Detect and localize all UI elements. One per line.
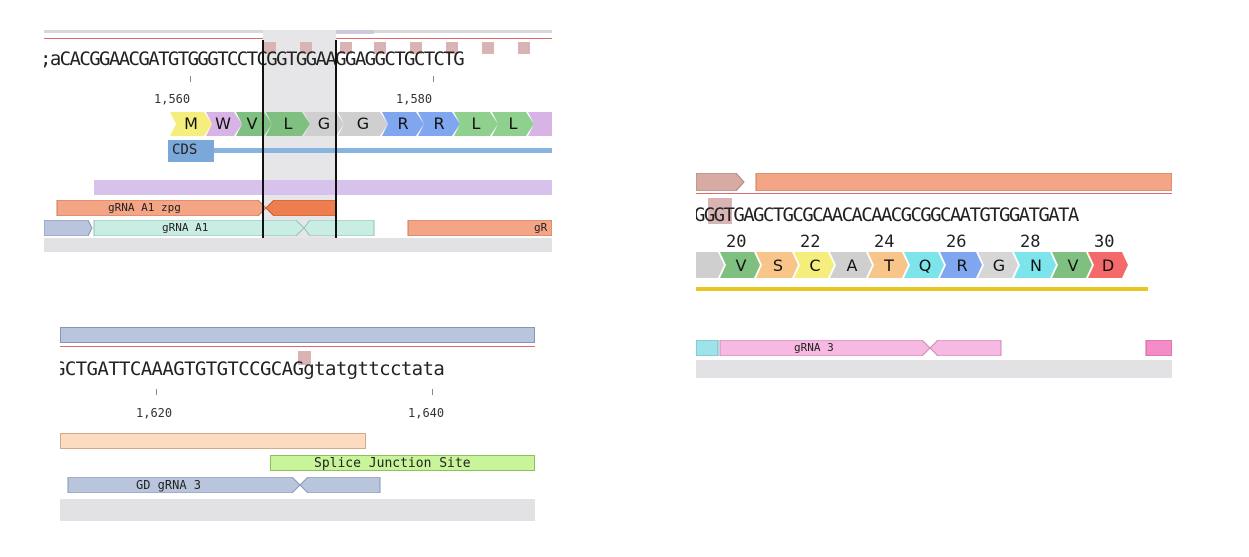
aa-letter: L [471,114,481,133]
grna-3-label: gRNA 3 [794,341,834,354]
mismatch-mark [298,351,311,365]
grna-3-track[interactable] [696,340,1172,356]
feature-bar-lavender[interactable] [94,180,552,195]
grna-a1-zpg-label: gRNA A1 zpg [108,201,181,214]
top-feature-track[interactable] [696,173,1172,191]
aa-letter: S [772,256,784,275]
mismatch-mark [518,42,530,54]
cds-label: CDS [172,142,198,158]
feature-bar-peach[interactable] [60,433,366,449]
ruler-label: 1,620 [136,406,173,420]
aa-chevron [382,112,424,136]
splice-junction-site-label: Splice Junction Site [314,456,471,471]
translation-track[interactable] [44,112,552,136]
ruler-label: 1,640 [408,406,445,420]
aa-letter: C [809,256,821,275]
mismatch-mark [340,42,352,54]
cds-label-box[interactable] [168,140,214,162]
aa-letter: G [992,256,1006,275]
aa-letter: Q [918,256,932,275]
aa-chevron [206,112,242,136]
aa-letter: R [956,256,968,275]
mismatch-mark [300,42,312,54]
cds-line[interactable] [214,148,552,153]
grna-a1-label: gRNA A1 [162,221,209,234]
scroll-strip[interactable] [696,360,1172,378]
dna-sequence[interactable]: ;aCACGGAACGATGTGGGTCCTCGGTGGAAGGAGGCTGCT… [44,48,465,70]
panel-2: GGGTGAGCTGCGCAACACAACGCGGCAATGTGGATGATA … [696,170,1172,378]
gd-grna-3-label: GD gRNA 3 [136,478,202,492]
mismatch-mark [264,42,276,54]
aa-chevron [528,112,552,136]
aa-letter: R [397,114,409,133]
aa-letter: G [356,114,370,133]
aa-letter: W [215,114,231,133]
aa-chevron [170,112,212,136]
splice-junction-site-bar[interactable] [270,455,535,471]
aa-letter: M [184,114,198,133]
selection-start-line[interactable] [262,40,264,238]
scroll-strip[interactable] [44,238,552,252]
aa-letter: V [1067,256,1079,275]
sequence-line [60,346,535,347]
codon-number: 30 [1094,232,1115,252]
aa-letter: A [846,256,858,275]
aa-letter: V [735,256,747,275]
scroll-strip[interactable] [60,499,535,521]
mismatch-mark [374,42,386,54]
sequence-line [696,193,1172,194]
aa-chevron [418,112,460,136]
panel-1: ;aCACGGAACGATGTGGGTCCTCGGTGGAAGGAGGCTGCT… [44,30,552,252]
mismatch-mark [708,198,732,224]
codon-number: 22 [800,232,821,252]
aa-chevron [338,112,388,136]
dna-sequence[interactable]: GCTGATTCAAAGTGTGTCCGCAGgtatgttcctata [60,358,445,380]
aa-letter: D [1101,256,1115,275]
ruler-label: 1,560 [154,92,191,106]
mismatch-mark [482,42,494,54]
aa-chevron [454,112,498,136]
cds-line[interactable] [696,287,1148,291]
selection-end-line[interactable] [335,40,337,238]
aa-chevron [304,112,344,136]
aa-letter: G [317,114,331,133]
codon-number: 28 [1020,232,1041,252]
aa-letter: N [1030,256,1042,275]
aa-letter: L [508,114,518,133]
codon-number: 24 [874,232,895,252]
aa-letter: L [283,114,293,133]
panel-3: GCTGATTCAAAGTGTGTCCGCAGgtatgttcctata 1,6… [60,325,535,521]
grna-a1-track[interactable] [44,220,552,236]
codon-number: 26 [946,232,967,252]
gd-grna-3-track[interactable] [60,477,535,493]
aa-letter: T [884,256,894,275]
codon-number: 20 [726,232,747,252]
grna-right-label: gR [534,221,548,234]
aa-chevron [266,112,310,136]
translation-track[interactable] [696,252,1172,278]
ruler-label: 1,580 [396,92,433,106]
aa-chevron [492,112,534,136]
top-feature-bar[interactable] [60,327,535,343]
mismatch-mark [410,42,422,54]
aa-letter: V [246,114,258,133]
mismatch-mark [446,42,458,54]
grna-a1-zpg-track[interactable] [44,200,552,216]
dna-sequence[interactable]: GGGTGAGCTGCGCAACACAACGCGGCAATGTGGATGATA [696,204,1079,226]
aa-letter: R [433,114,445,133]
